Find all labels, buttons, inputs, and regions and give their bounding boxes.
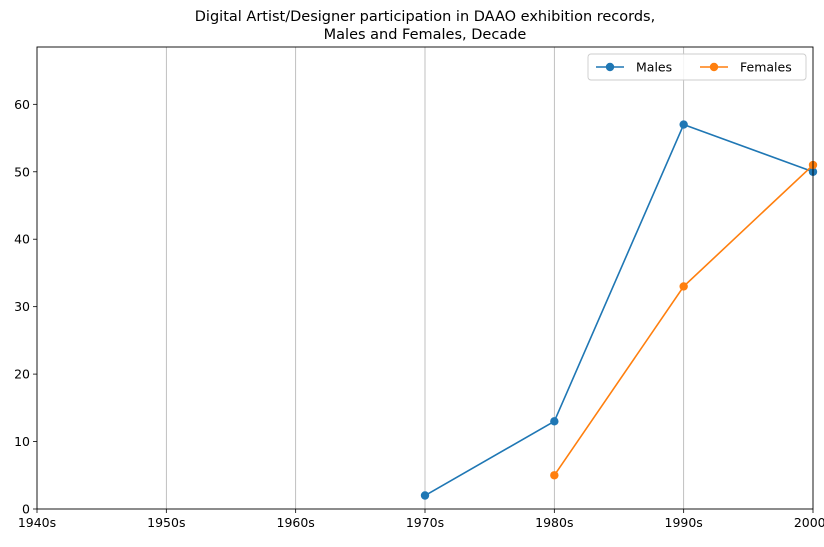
legend: Males Females xyxy=(587,53,807,81)
x-tick-label-1970s: 1970s xyxy=(406,515,444,530)
x-tick-label-1940s: 1940s xyxy=(18,515,56,530)
y-tick-label-30: 30 xyxy=(14,299,30,314)
x-tick-label-1960s: 1960s xyxy=(277,515,315,530)
y-tick-label-50: 50 xyxy=(14,164,30,179)
data-point-males-1970s xyxy=(420,491,430,500)
x-tick-label-1950s: 1950s xyxy=(147,515,185,530)
data-point-females-1980s xyxy=(550,471,559,480)
legend-frame xyxy=(587,53,807,81)
legend-item-males: Males xyxy=(596,60,672,75)
legend-label-females: Females xyxy=(740,60,792,75)
legend-item-females: Females xyxy=(700,60,792,75)
axes: 1940s 1950s 1960s 1970s 1980s 1990s 2000s 0 10 20… xyxy=(14,97,824,530)
y-tick-label-20: 20 xyxy=(14,367,30,382)
series-males xyxy=(420,120,818,500)
data-point-males-1990s xyxy=(679,120,688,129)
data-point-males-1980s xyxy=(550,417,559,426)
x-tick-label-2000s: 2000s xyxy=(794,515,824,530)
chart-title-line-1: Digital Artist/Designer participation in… xyxy=(195,9,655,25)
legend-marker-females xyxy=(709,62,719,72)
legend-marker-males xyxy=(605,62,615,72)
grid-lines xyxy=(165,47,685,509)
y-tick-label-60: 60 xyxy=(14,97,30,112)
series-line-males xyxy=(424,123,814,497)
y-tick-label-40: 40 xyxy=(14,232,30,247)
y-tick-label-10: 10 xyxy=(14,434,30,449)
legend-label-males: Males xyxy=(636,60,672,75)
x-tick-label-1980s: 1980s xyxy=(535,515,573,530)
y-tick-label-0: 0 xyxy=(22,502,30,517)
x-tick-label-1990s: 1990s xyxy=(665,515,703,530)
chart-title-line-2: Males and Females, Decade xyxy=(324,27,527,43)
data-point-females-1990s xyxy=(679,282,688,291)
series-layer xyxy=(420,120,818,500)
